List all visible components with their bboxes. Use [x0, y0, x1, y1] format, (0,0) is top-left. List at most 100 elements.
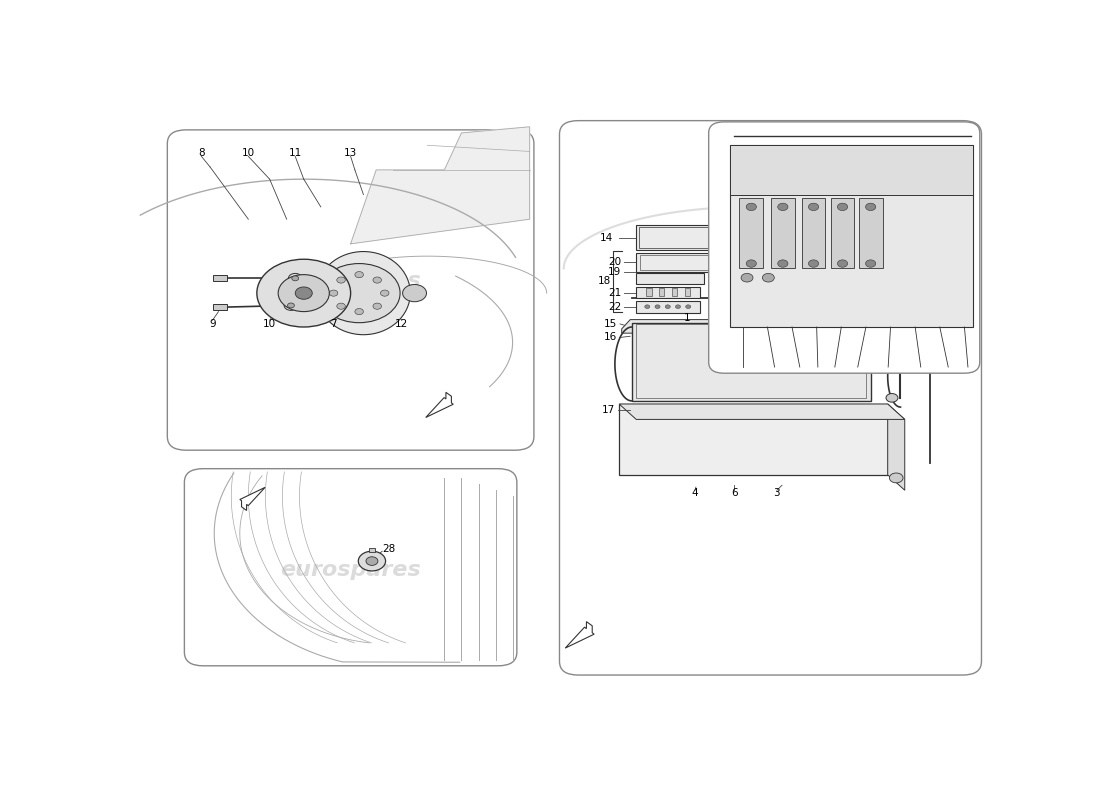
Bar	[659, 288, 664, 296]
Polygon shape	[240, 487, 265, 510]
Circle shape	[359, 551, 386, 571]
Bar	[802, 198, 825, 269]
Text: 1: 1	[684, 313, 691, 322]
Circle shape	[778, 203, 788, 210]
Bar	[212, 303, 227, 310]
Text: 19: 19	[608, 266, 622, 277]
Circle shape	[284, 301, 298, 310]
Text: 27: 27	[864, 178, 878, 189]
Bar	[636, 324, 867, 398]
Circle shape	[837, 203, 848, 210]
Text: 10: 10	[242, 148, 255, 158]
Text: 6: 6	[730, 488, 738, 498]
Circle shape	[337, 303, 345, 310]
Text: 14: 14	[600, 233, 613, 242]
Ellipse shape	[317, 251, 410, 334]
Circle shape	[329, 290, 338, 296]
Text: 13: 13	[344, 148, 358, 158]
Polygon shape	[565, 622, 594, 648]
Circle shape	[886, 394, 898, 402]
Circle shape	[746, 203, 757, 210]
Circle shape	[403, 285, 427, 302]
Text: 28: 28	[383, 544, 396, 554]
Text: 17: 17	[603, 405, 616, 415]
Bar	[771, 198, 795, 269]
Text: 25: 25	[807, 178, 821, 189]
Circle shape	[295, 287, 312, 299]
Bar	[636, 301, 701, 313]
FancyBboxPatch shape	[560, 121, 981, 675]
Circle shape	[318, 263, 400, 322]
Text: 23: 23	[777, 178, 790, 189]
Circle shape	[381, 290, 389, 296]
Circle shape	[373, 303, 382, 310]
Bar	[647, 288, 651, 296]
Circle shape	[746, 260, 757, 267]
Circle shape	[337, 277, 345, 283]
FancyBboxPatch shape	[167, 130, 534, 450]
Circle shape	[654, 305, 660, 309]
Bar	[212, 275, 227, 282]
Bar	[631, 322, 871, 401]
Bar	[368, 547, 375, 553]
Text: 8: 8	[198, 148, 205, 158]
Text: 21: 21	[608, 288, 622, 298]
Bar	[640, 255, 713, 270]
Bar	[636, 287, 701, 298]
Text: 20: 20	[608, 258, 622, 267]
Circle shape	[355, 271, 363, 278]
Circle shape	[685, 305, 691, 309]
Circle shape	[287, 303, 295, 308]
Circle shape	[762, 274, 774, 282]
Bar	[739, 198, 763, 269]
Circle shape	[675, 305, 681, 309]
Circle shape	[666, 305, 670, 309]
Circle shape	[866, 260, 876, 267]
Text: 10: 10	[263, 319, 276, 329]
Circle shape	[278, 274, 329, 311]
Circle shape	[837, 260, 848, 267]
FancyBboxPatch shape	[708, 122, 980, 373]
Circle shape	[355, 309, 363, 314]
Bar	[830, 198, 855, 269]
Text: eurospares: eurospares	[280, 560, 421, 580]
Text: 7: 7	[330, 319, 337, 329]
Bar	[859, 198, 882, 269]
Text: 5: 5	[730, 313, 738, 322]
Bar	[636, 274, 704, 284]
Text: 2: 2	[778, 313, 784, 322]
Circle shape	[645, 305, 650, 309]
Circle shape	[735, 309, 751, 322]
Bar	[822, 307, 851, 326]
Polygon shape	[619, 404, 904, 419]
Bar	[685, 288, 690, 296]
Polygon shape	[426, 392, 453, 418]
Bar	[780, 311, 800, 326]
Text: eurospares: eurospares	[698, 443, 838, 463]
Text: 26: 26	[745, 178, 758, 189]
Bar	[636, 253, 717, 271]
Text: 3: 3	[773, 488, 780, 498]
Circle shape	[808, 203, 818, 210]
Polygon shape	[621, 320, 820, 333]
Bar	[639, 227, 732, 248]
Text: 18: 18	[847, 123, 860, 133]
Circle shape	[778, 260, 788, 267]
Bar	[727, 307, 758, 326]
Bar	[636, 226, 735, 250]
Circle shape	[366, 557, 378, 566]
Circle shape	[828, 309, 845, 322]
Circle shape	[288, 274, 302, 283]
Text: 16: 16	[604, 333, 617, 342]
Bar	[730, 146, 974, 194]
Text: 22: 22	[608, 302, 622, 312]
Circle shape	[808, 260, 818, 267]
Text: 11: 11	[288, 148, 301, 158]
Text: 15: 15	[604, 319, 617, 329]
Text: eurospares: eurospares	[805, 262, 884, 275]
Text: 4: 4	[692, 488, 698, 498]
FancyBboxPatch shape	[185, 469, 517, 666]
Circle shape	[292, 276, 298, 281]
Circle shape	[257, 259, 351, 327]
Circle shape	[890, 473, 903, 483]
